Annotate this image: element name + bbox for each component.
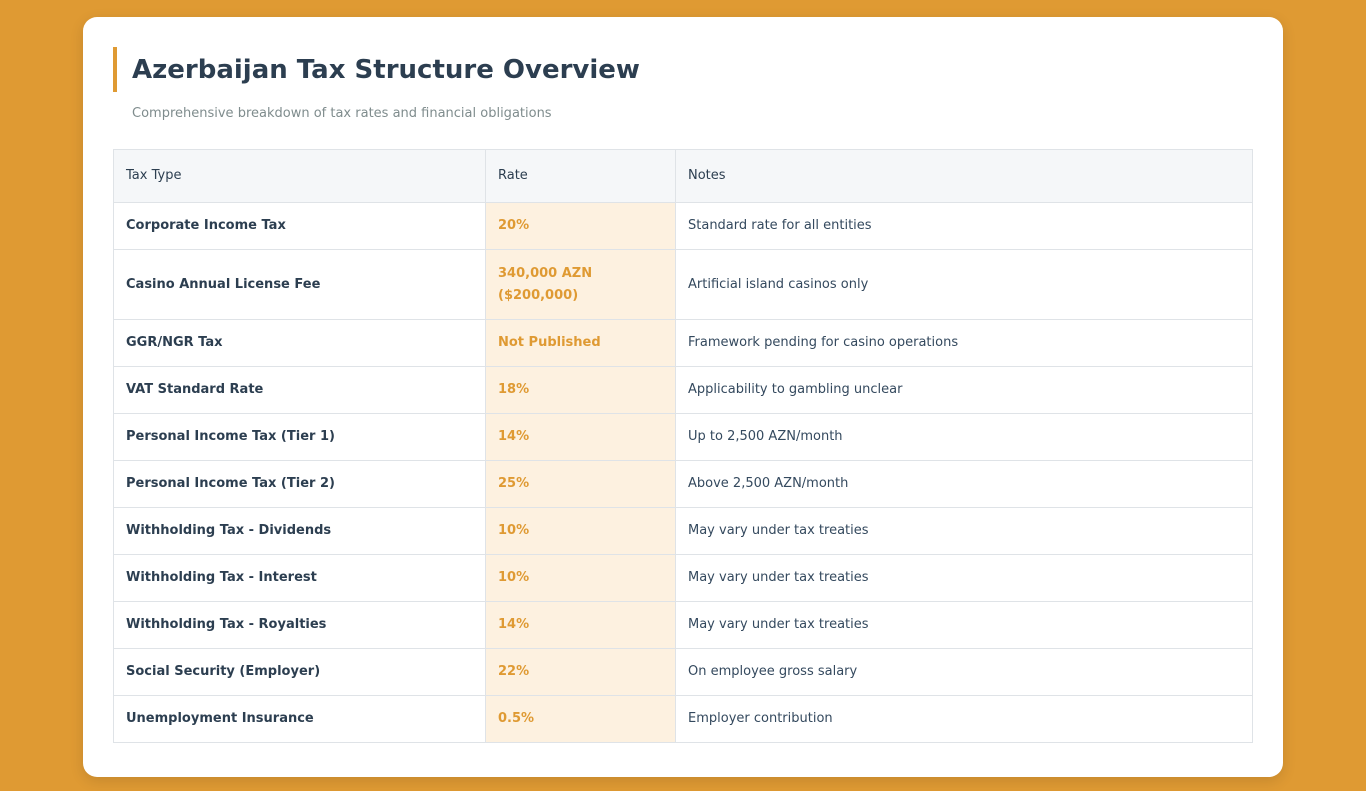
table-row: VAT Standard Rate 18% Applicability to g… — [113, 366, 1253, 414]
table-row: GGR/NGR Tax Not Published Framework pend… — [113, 319, 1253, 367]
tax-type-cell: Withholding Tax - Interest — [113, 554, 486, 602]
table-row: Unemployment Insurance 0.5% Employer con… — [113, 695, 1253, 743]
tax-type-cell: Social Security (Employer) — [113, 648, 486, 696]
tax-type-cell: Personal Income Tax (Tier 1) — [113, 413, 486, 461]
tax-table: Tax Type Rate Notes Corporate Income Tax… — [113, 149, 1253, 743]
tax-type-cell: Withholding Tax - Dividends — [113, 507, 486, 555]
rate-cell: 14% — [485, 413, 676, 461]
notes-cell: May vary under tax treaties — [675, 507, 1253, 555]
notes-cell: Standard rate for all entities — [675, 202, 1253, 250]
notes-cell: Framework pending for casino operations — [675, 319, 1253, 367]
title-accent-bar — [113, 47, 117, 92]
rate-cell: Not Published — [485, 319, 676, 367]
notes-cell: May vary under tax treaties — [675, 554, 1253, 602]
tax-type-cell: Casino Annual License Fee — [113, 249, 486, 320]
table-row: Personal Income Tax (Tier 1) 14% Up to 2… — [113, 413, 1253, 461]
page-title: Azerbaijan Tax Structure Overview — [132, 55, 640, 85]
tax-type-cell: Personal Income Tax (Tier 2) — [113, 460, 486, 508]
rate-cell: 10% — [485, 507, 676, 555]
table-row: Withholding Tax - Dividends 10% May vary… — [113, 507, 1253, 555]
header-notes: Notes — [675, 149, 1253, 203]
rate-cell: 340,000 AZN ($200,000) — [485, 249, 676, 320]
rate-cell: 22% — [485, 648, 676, 696]
notes-cell: Employer contribution — [675, 695, 1253, 743]
rate-cell: 0.5% — [485, 695, 676, 743]
notes-cell: May vary under tax treaties — [675, 601, 1253, 649]
rate-cell: 18% — [485, 366, 676, 414]
rate-cell: 14% — [485, 601, 676, 649]
table-row: Withholding Tax - Royalties 14% May vary… — [113, 601, 1253, 649]
header-rate: Rate — [485, 149, 676, 203]
tax-type-cell: Withholding Tax - Royalties — [113, 601, 486, 649]
tax-type-cell: Unemployment Insurance — [113, 695, 486, 743]
notes-cell: Above 2,500 AZN/month — [675, 460, 1253, 508]
table-row: Casino Annual License Fee 340,000 AZN ($… — [113, 249, 1253, 320]
table-row: Corporate Income Tax 20% Standard rate f… — [113, 202, 1253, 250]
rate-cell: 20% — [485, 202, 676, 250]
content-card: Azerbaijan Tax Structure Overview Compre… — [83, 17, 1283, 777]
table-row: Social Security (Employer) 22% On employ… — [113, 648, 1253, 696]
rate-cell: 10% — [485, 554, 676, 602]
page-subtitle: Comprehensive breakdown of tax rates and… — [132, 106, 552, 121]
header-tax-type: Tax Type — [113, 149, 486, 203]
table-row: Withholding Tax - Interest 10% May vary … — [113, 554, 1253, 602]
tax-type-cell: GGR/NGR Tax — [113, 319, 486, 367]
notes-cell: On employee gross salary — [675, 648, 1253, 696]
notes-cell: Artificial island casinos only — [675, 249, 1253, 320]
table-row: Personal Income Tax (Tier 2) 25% Above 2… — [113, 460, 1253, 508]
tax-type-cell: VAT Standard Rate — [113, 366, 486, 414]
table-header-row: Tax Type Rate Notes — [113, 149, 1253, 203]
notes-cell: Up to 2,500 AZN/month — [675, 413, 1253, 461]
notes-cell: Applicability to gambling unclear — [675, 366, 1253, 414]
tax-type-cell: Corporate Income Tax — [113, 202, 486, 250]
rate-cell: 25% — [485, 460, 676, 508]
